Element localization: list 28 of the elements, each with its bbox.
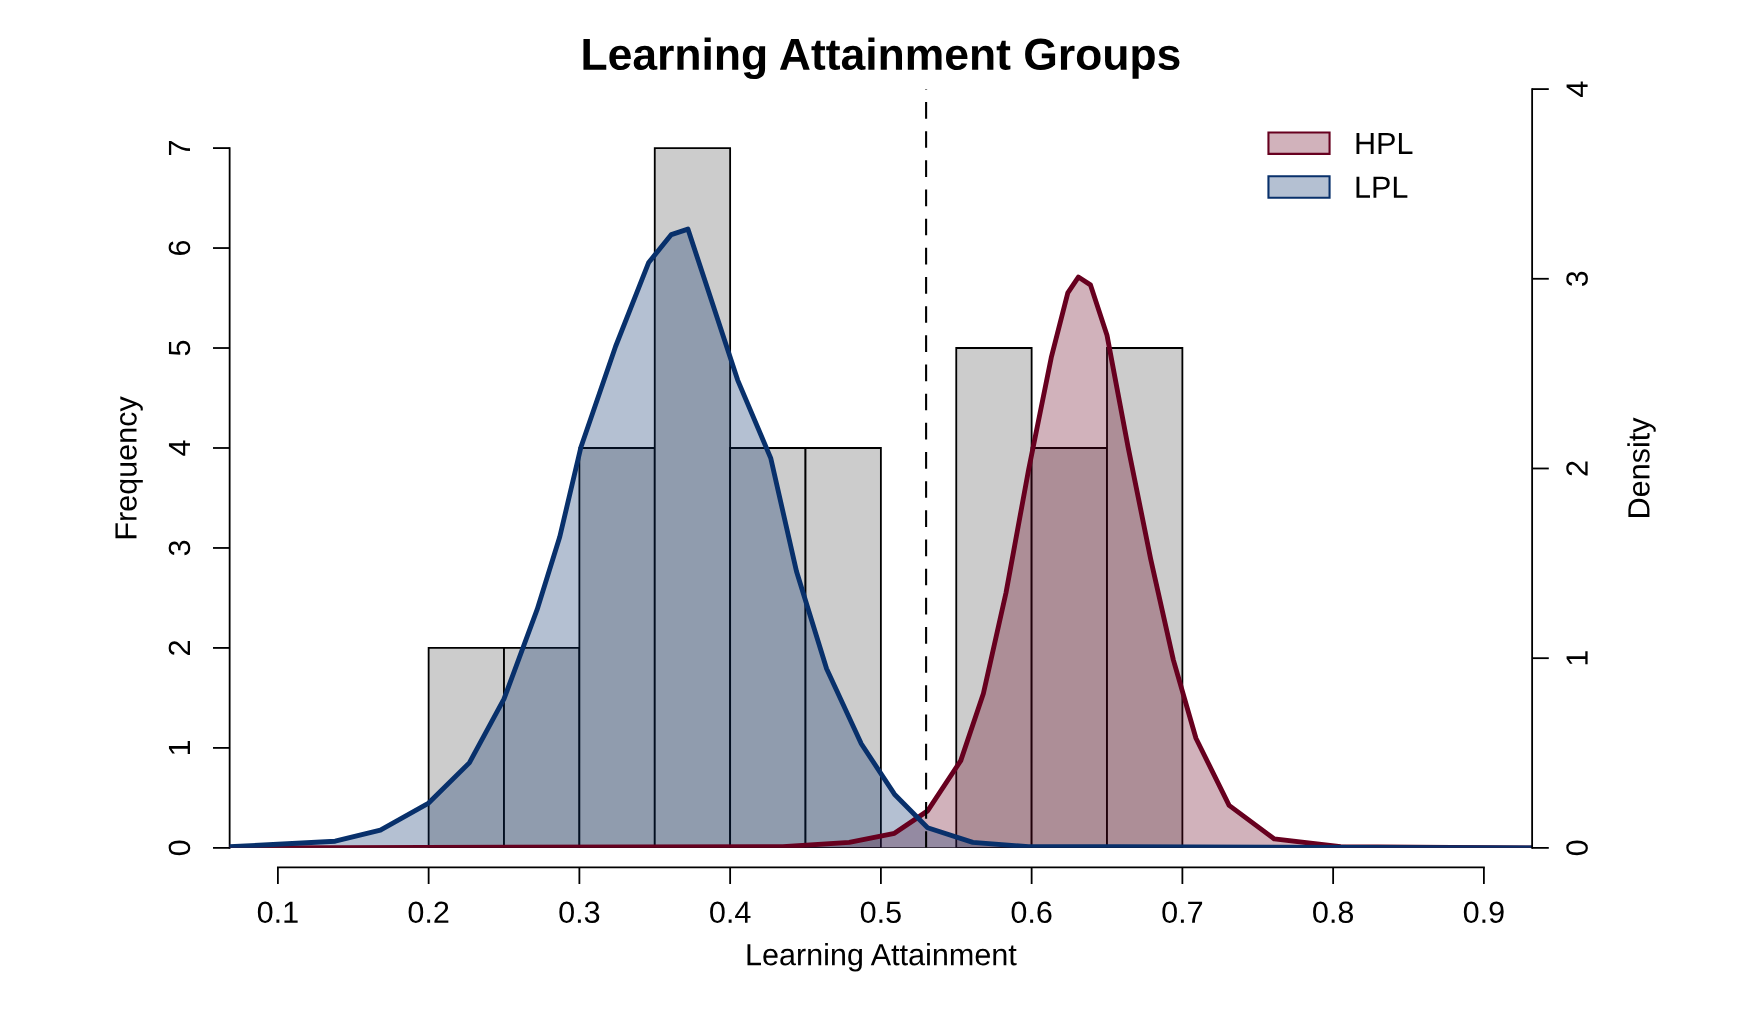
x-axis-title: Learning Attainment [747,943,1017,972]
x-tick-label: 0.2 [408,901,449,924]
y-tick-label: 7 [168,141,190,155]
y-axis-title: Frequency [115,396,143,539]
x-tick-label: 0.5 [860,901,901,924]
x-tick-label: 0.6 [1011,901,1052,924]
y2-tick-label: 3 [1566,271,1588,287]
y2-tick-label: 2 [1566,461,1588,476]
x-tick-label: 0.3 [559,901,600,924]
y2-tick-label: 4 [1566,81,1588,97]
y-tick-label: 2 [168,640,190,655]
x-tick-label: 0.1 [257,901,298,924]
legend-label: LPL [1356,176,1408,198]
x-tick-label: 0.8 [1313,901,1354,924]
y-tick-label: 5 [168,340,191,356]
y-tick-label: 0 [168,840,191,856]
y2-tick-label: 0 [1566,840,1588,856]
y2-tick-label: 1 [1566,651,1588,665]
chart-title: Learning Attainment Groups [583,37,1180,80]
x-tick-label: 0.7 [1162,901,1203,924]
legend-label: HPL [1356,132,1413,154]
y-tick-label: 6 [168,240,191,255]
y-tick-label: 1 [168,740,190,755]
y-tick-label: 4 [168,440,190,456]
x-tick-label: 0.4 [710,901,751,924]
y2-axis-title: Density [1627,417,1656,517]
y-tick-label: 3 [168,540,191,556]
x-tick-label: 0.9 [1463,901,1504,924]
